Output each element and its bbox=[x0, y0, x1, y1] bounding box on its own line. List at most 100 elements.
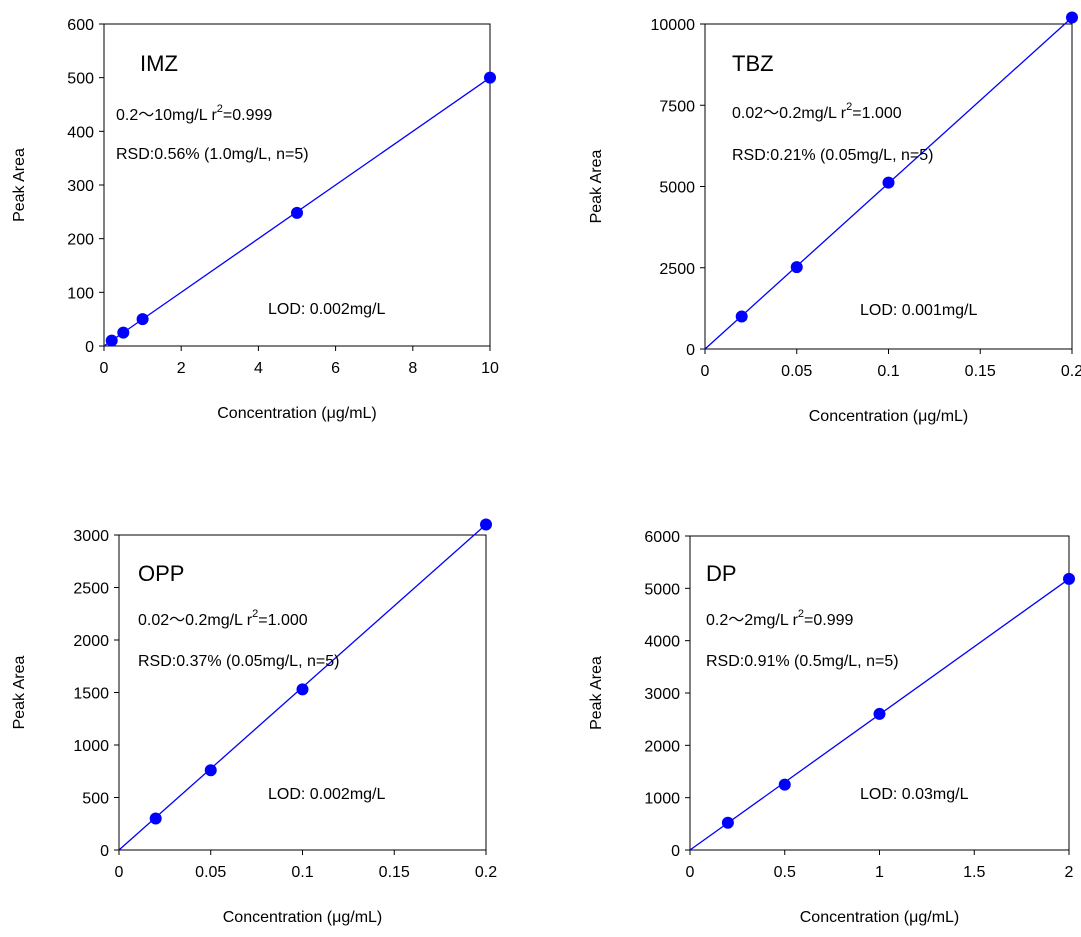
y-tick-label: 6000 bbox=[644, 529, 680, 546]
chart-opp: 0 0.05 0.1 0.15 0.2 0 500 1000 1500 2000 2500 3000 C… bbox=[11, 518, 497, 926]
chart-dp: 0 0.5 1 1.5 2 0 1000 2000 3000 4000 5000 6000 Concen… bbox=[588, 529, 1075, 926]
y-tick-label: 3000 bbox=[644, 686, 680, 703]
x-tick-label: 0.5 bbox=[774, 864, 796, 881]
x-tick-label: 1.5 bbox=[963, 864, 985, 881]
y-tick-label: 2500 bbox=[659, 261, 695, 278]
y-tick-label: 10000 bbox=[651, 17, 696, 34]
rsd-annotation: RSD:0.56% (1.0mg/L, n=5) bbox=[116, 146, 309, 163]
r-squared-value: =0.999 bbox=[223, 107, 272, 124]
lod-annotation: LOD: 0.03mg/L bbox=[860, 786, 969, 803]
data-point bbox=[105, 334, 118, 347]
x-tick-label: 0.1 bbox=[877, 363, 899, 380]
y-tick-label: 2000 bbox=[73, 633, 109, 650]
y-axis-label: Peak Area bbox=[588, 149, 605, 223]
x-tick-label: 0.15 bbox=[379, 864, 410, 881]
y-tick-label: 5000 bbox=[644, 581, 680, 598]
x-tick-label: 0.2 bbox=[475, 864, 497, 881]
range-text: 0.2～2mg/L r bbox=[706, 612, 799, 629]
data-point bbox=[136, 313, 149, 326]
y-axis-label: Peak Area bbox=[11, 148, 28, 222]
range-text: 0.02～0.2mg/L r bbox=[138, 612, 253, 629]
y-tick-label: 300 bbox=[67, 178, 94, 195]
y-axis-label: Peak Area bbox=[11, 655, 28, 729]
compound-title: IMZ bbox=[140, 51, 178, 76]
range-text: 0.2～10mg/L r bbox=[116, 107, 217, 124]
y-tick-label: 200 bbox=[67, 232, 94, 249]
y-tick-label: 500 bbox=[82, 791, 109, 808]
x-tick-label: 2 bbox=[1065, 864, 1074, 881]
data-point bbox=[778, 778, 791, 791]
x-tick-label: 10 bbox=[481, 360, 499, 377]
x-tick-label: 0 bbox=[686, 864, 695, 881]
r-squared-value: =1.000 bbox=[258, 612, 307, 629]
x-tick-label: 1 bbox=[875, 864, 884, 881]
x-axis-label: Concentration (μg/mL) bbox=[800, 909, 960, 926]
x-tick-label: 0.1 bbox=[291, 864, 313, 881]
y-tick-label: 1000 bbox=[644, 791, 680, 808]
y-tick-label: 400 bbox=[67, 124, 94, 141]
x-tick-label: 2 bbox=[177, 360, 186, 377]
rsd-annotation: RSD:0.21% (0.05mg/L, n=5) bbox=[732, 147, 933, 164]
y-tick-label: 7500 bbox=[659, 98, 695, 115]
y-tick-label: 4000 bbox=[644, 634, 680, 651]
compound-title: OPP bbox=[138, 561, 184, 586]
range-annotation: 0.02～0.2mg/L r2=1.000 bbox=[138, 608, 308, 629]
r-squared-superscript: 2 bbox=[252, 608, 258, 620]
x-tick-label: 0.05 bbox=[195, 864, 226, 881]
data-point bbox=[117, 326, 130, 339]
x-tick-label: 6 bbox=[331, 360, 340, 377]
x-tick-label: 4 bbox=[254, 360, 263, 377]
x-tick-label: 0 bbox=[701, 363, 710, 380]
compound-title: DP bbox=[706, 561, 737, 586]
range-annotation: 0.2～2mg/L r2=0.999 bbox=[706, 608, 854, 629]
x-axis-label: Concentration (μg/mL) bbox=[223, 909, 383, 926]
chart-imz: 0 2 4 6 8 100100200300400500600Concentration … bbox=[11, 17, 499, 422]
y-tick-label: 500 bbox=[67, 71, 94, 88]
range-text: 0.02～0.2mg/L r bbox=[732, 105, 847, 122]
data-point bbox=[790, 261, 803, 274]
y-tick-label: 1500 bbox=[73, 686, 109, 703]
x-tick-label: 8 bbox=[408, 360, 417, 377]
data-point bbox=[480, 518, 492, 531]
y-tick-label: 0 bbox=[686, 342, 695, 359]
data-point bbox=[204, 764, 217, 777]
range-annotation: 0.2～10mg/L r2=0.999 bbox=[116, 103, 272, 124]
x-tick-label: 0 bbox=[115, 864, 124, 881]
y-tick-label: 2000 bbox=[644, 738, 680, 755]
r-squared-superscript: 2 bbox=[798, 608, 804, 620]
data-point bbox=[873, 707, 886, 720]
y-tick-label: 0 bbox=[671, 843, 680, 860]
r-squared-superscript: 2 bbox=[217, 103, 223, 115]
data-point bbox=[735, 310, 748, 323]
r-squared-value: =0.999 bbox=[804, 612, 853, 629]
y-tick-label: 2500 bbox=[73, 581, 109, 598]
y-axis-label: Peak Area bbox=[588, 656, 605, 730]
rsd-annotation: RSD:0.37% (0.05mg/L, n=5) bbox=[138, 653, 339, 670]
data-point bbox=[882, 176, 895, 189]
y-tick-label: 0 bbox=[85, 339, 94, 356]
x-tick-label: 0.2 bbox=[1061, 363, 1081, 380]
lod-annotation: LOD: 0.001mg/L bbox=[860, 302, 978, 319]
x-axis-label: Concentration (μg/mL) bbox=[809, 408, 969, 425]
x-tick-label: 0.05 bbox=[781, 363, 812, 380]
y-tick-label: 3000 bbox=[73, 528, 109, 545]
compound-title: TBZ bbox=[732, 51, 774, 76]
range-annotation: 0.02～0.2mg/L r2=1.000 bbox=[732, 101, 902, 122]
data-point bbox=[721, 816, 734, 829]
r-squared-value: =1.000 bbox=[852, 105, 901, 122]
data-point bbox=[1066, 11, 1078, 24]
r-squared-superscript: 2 bbox=[846, 101, 852, 113]
data-point bbox=[1063, 572, 1075, 585]
data-point bbox=[484, 71, 496, 84]
rsd-annotation: RSD:0.91% (0.5mg/L, n=5) bbox=[706, 653, 899, 670]
data-point bbox=[291, 206, 303, 219]
x-tick-label: 0 bbox=[100, 360, 109, 377]
y-tick-label: 5000 bbox=[659, 180, 695, 197]
lod-annotation: LOD: 0.002mg/L bbox=[268, 301, 386, 318]
x-tick-label: 0.15 bbox=[965, 363, 996, 380]
lod-annotation: LOD: 0.002mg/L bbox=[268, 786, 386, 803]
x-axis-label: Concentration (μg/mL) bbox=[217, 405, 377, 422]
data-point bbox=[149, 812, 162, 825]
y-tick-label: 100 bbox=[67, 285, 94, 302]
y-tick-label: 600 bbox=[67, 17, 94, 34]
